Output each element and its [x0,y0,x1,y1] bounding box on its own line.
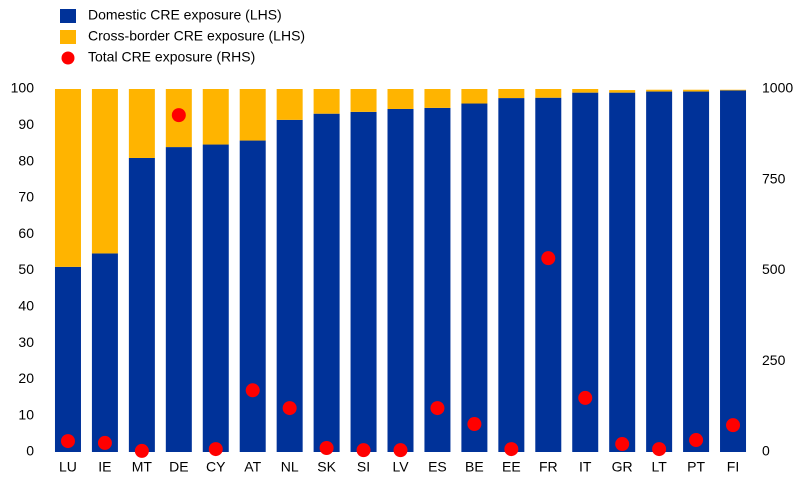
x-tick-label: DE [169,459,188,475]
bar-segment [720,90,747,453]
dot [615,437,630,452]
dot [319,441,334,456]
dot [282,401,297,416]
x-tick-label: EE [502,459,521,475]
dot [356,443,371,458]
y2-tick-label: 250 [762,352,786,368]
y-tick-label: 10 [18,406,34,422]
bar-segment [276,119,303,452]
dot [430,401,445,416]
x-tick-label: ES [428,459,447,475]
bar-segment [128,157,155,452]
bar-segment [239,89,266,141]
y2-tick-label: 1000 [762,80,793,96]
dot [726,418,741,433]
bar-segment [387,89,414,109]
bar-segment [165,147,192,452]
dot [689,433,704,448]
y2-tick-label: 0 [762,443,770,459]
bar-segment [202,89,229,145]
dot [393,443,408,458]
bar-segment [313,89,340,114]
bar-segment [646,89,673,92]
x-tick-label: LV [392,459,409,475]
x-tick-label: IT [579,459,592,475]
dot [245,383,260,398]
y-tick-label: 80 [18,152,34,168]
dot [60,434,75,449]
legend-marker [61,51,75,65]
bar-segment [535,97,562,452]
y-tick-label: 30 [18,334,34,350]
dot [97,435,112,450]
bar-segment [276,89,303,120]
bar-segment [646,91,673,452]
legend-swatch [60,30,76,44]
x-tick-label: LU [59,459,77,475]
dot [541,251,556,266]
x-tick-label: CY [206,459,226,475]
bar-segment [387,108,414,452]
bar-segment [239,140,266,452]
y2-tick-label: 500 [762,261,786,277]
x-tick-label: AT [244,459,261,475]
y2-tick-label: 750 [762,170,786,186]
bar-segment [609,90,636,93]
dot [208,442,223,457]
bar-segment [461,89,488,104]
x-tick-label: SI [357,459,370,475]
x-tick-label: BE [465,459,484,475]
bar-segment [54,89,81,267]
bar-segment [128,89,155,158]
x-tick-label: PT [687,459,705,475]
x-tick-label: NL [281,459,299,475]
bar-segment [91,89,118,254]
bar-segment [54,266,81,452]
x-tick-label: MT [132,459,153,475]
legend-swatch [60,9,76,23]
x-tick-label: FR [539,459,558,475]
bar-segment [350,89,377,112]
x-tick-label: LT [651,459,667,475]
y-tick-label: 100 [11,80,35,96]
dot [467,417,482,432]
legend-label: Cross-border CRE exposure (LHS) [88,28,305,44]
dot [134,443,149,458]
bar-segment [535,89,562,98]
dot [171,108,186,123]
bar-segment [572,89,599,93]
bar-segment [202,144,229,452]
legend-label: Total CRE exposure (RHS) [88,49,255,65]
y-tick-label: 60 [18,225,34,241]
dot [578,390,593,405]
x-tick-label: FI [727,459,739,475]
dot [652,442,667,457]
bar-segment [350,111,377,452]
bar-segment [424,107,451,452]
legend-label: Domestic CRE exposure (LHS) [88,7,282,23]
y-tick-label: 40 [18,298,34,314]
x-tick-label: IE [98,459,111,475]
y-tick-label: 50 [18,261,34,277]
dot [504,442,519,457]
bar-segment [498,98,525,452]
bar-segment [609,92,636,452]
x-tick-label: GR [612,459,633,475]
y-tick-label: 90 [18,116,34,132]
bar-segment [683,91,710,452]
bar-segment [498,89,525,99]
y-tick-label: 0 [26,443,34,459]
bar-segment [313,113,340,453]
x-tick-label: SK [317,459,336,475]
y-tick-label: 70 [18,189,34,205]
bar-segment [461,103,488,453]
bar-segment [720,89,747,91]
bar-segment [424,89,451,108]
y-tick-label: 20 [18,370,34,386]
bar-segment [91,253,118,452]
bar-segment [683,89,710,92]
